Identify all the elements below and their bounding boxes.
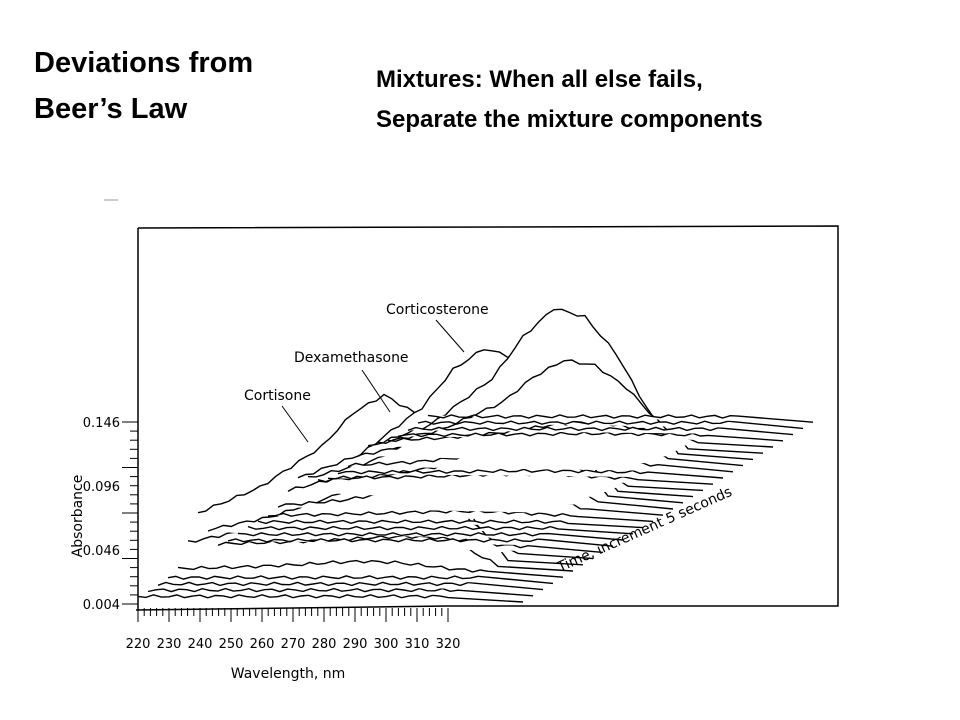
- spectrum-trace: [157, 581, 544, 591]
- slide-subtitle-line-2: Separate the mixture components: [376, 106, 763, 133]
- slide-title: Deviations from Beer’s Law: [34, 40, 253, 132]
- slide-title-line-1: Deviations from: [34, 47, 254, 79]
- x-tick-label: 260: [250, 637, 275, 652]
- x-tick-label: 240: [188, 637, 213, 652]
- x-tick-label: 270: [281, 637, 306, 652]
- y-tick-label: 0.046: [83, 544, 120, 559]
- chart-curves: [137, 308, 814, 603]
- spectrum-trace: [397, 431, 784, 442]
- spectrum-trace: [237, 532, 624, 541]
- chart-frame-border: [137, 225, 839, 607]
- spectrum-trace: [167, 575, 554, 585]
- y-tick-label: 0.146: [83, 416, 120, 431]
- annotation-leader-line: [435, 319, 465, 353]
- spectrum-trace: [427, 414, 814, 423]
- x-axis-line: [135, 605, 447, 611]
- spectrum-trace: [337, 468, 724, 479]
- x-tick-label: 300: [374, 637, 399, 652]
- spectrum-trace: [417, 420, 804, 430]
- spectrum-trace: [247, 525, 634, 535]
- spectrum-trace: [147, 587, 534, 597]
- y-axis-label: Absorbance: [70, 475, 86, 558]
- y-tick-label: 0.004: [83, 598, 120, 613]
- spectrum-trace: [407, 426, 794, 436]
- annotation-leader-line: [361, 369, 391, 413]
- x-axis-label: Wavelength, nm: [231, 666, 345, 682]
- spectrum-trace: [177, 559, 564, 578]
- series-annotation: Cortisone: [244, 388, 311, 404]
- y-tick-label: 0.096: [83, 480, 120, 495]
- series-annotation: Dexamethasone: [294, 350, 409, 366]
- x-tick-label: 310: [405, 637, 430, 652]
- x-tick-label: 320: [436, 637, 461, 652]
- series-annotation: Corticosterone: [386, 302, 489, 318]
- x-tick-label: 230: [157, 637, 182, 652]
- slide-subtitle: Mixtures: When all else fails, Separate …: [376, 60, 763, 140]
- x-tick-label: 290: [343, 637, 368, 652]
- chart-axes: 220 230 240 250 260 270 280 290 300 310 320 Wavelen…: [70, 416, 460, 682]
- spectrum-trace: [137, 594, 524, 603]
- slide-title-line-2: Beer’s Law: [34, 93, 188, 125]
- spectrum-trace: [257, 519, 644, 529]
- spectrum-trace: [227, 537, 614, 547]
- spectrum-trace: [267, 509, 654, 523]
- x-tick-label: 280: [312, 637, 337, 652]
- annotation-leader-line: [281, 405, 309, 443]
- x-tick-label: 250: [219, 637, 244, 652]
- x-tick-label: 220: [126, 637, 151, 652]
- slide-subtitle-line-1: Mixtures: When all else fails,: [376, 66, 703, 93]
